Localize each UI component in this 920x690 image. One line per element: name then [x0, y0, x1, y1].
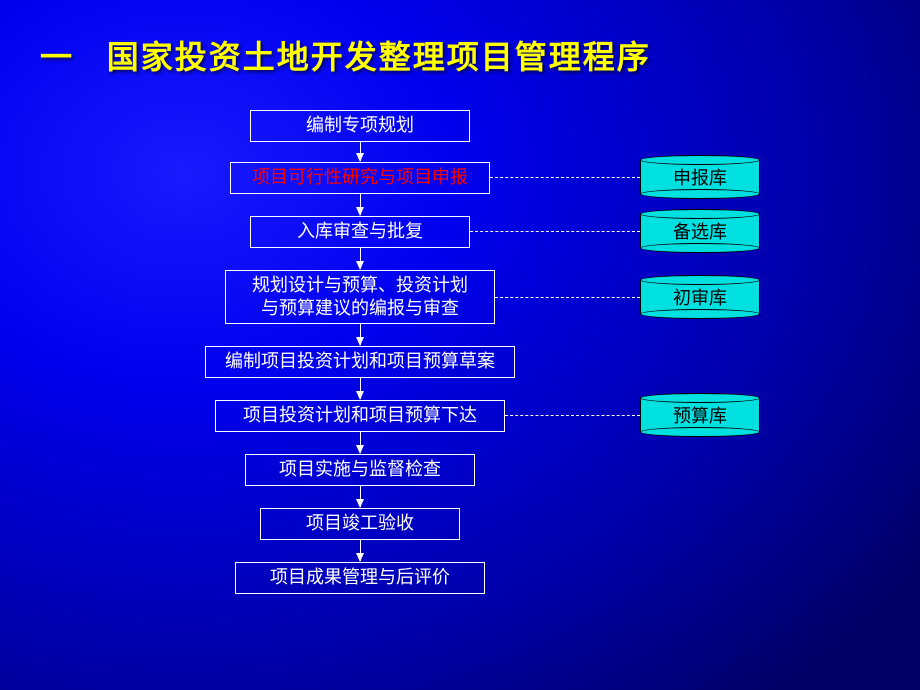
flow-box-label: 项目可行性研究与项目申报 [252, 166, 468, 189]
cylinder-top-ellipse [640, 393, 760, 403]
flow-box-b6: 项目投资计划和项目预算下达 [215, 400, 505, 432]
flow-box-b2: 项目可行性研究与项目申报 [230, 162, 490, 194]
cylinder-bottom-ellipse [640, 189, 760, 199]
slide-title: 一 国家投资土地开发整理项目管理程序 [40, 32, 651, 78]
flow-box-b7: 项目实施与监督检查 [245, 454, 475, 486]
flow-box-b5: 编制项目投资计划和项目预算草案 [205, 346, 515, 378]
cylinder-bottom-ellipse [640, 243, 760, 253]
title-text: 国家投资土地开发整理项目管理程序 [107, 39, 651, 75]
flow-box-b8: 项目竣工验收 [260, 508, 460, 540]
cylinder-bottom-ellipse [640, 309, 760, 319]
cylinder-bottom-ellipse [640, 427, 760, 437]
db-cylinder-c2: 备选库 [640, 214, 760, 248]
flow-arrow [360, 432, 361, 453]
db-cylinder-c1: 申报库 [640, 160, 760, 194]
db-cylinder-c3: 初审库 [640, 280, 760, 314]
flow-box-label: 项目实施与监督检查 [279, 458, 441, 481]
flow-box-b1: 编制专项规划 [250, 110, 470, 142]
cylinder-label: 预算库 [673, 402, 727, 428]
flow-box-label: 编制项目投资计划和项目预算草案 [225, 350, 495, 373]
flow-arrow [360, 248, 361, 269]
flow-arrow [360, 378, 361, 399]
cylinder-top-ellipse [640, 209, 760, 219]
flow-box-label: 项目投资计划和项目预算下达 [243, 404, 477, 427]
flow-box-label: 规划设计与预算、投资计划与预算建议的编报与审查 [252, 274, 468, 321]
flow-arrow [360, 486, 361, 507]
cylinder-label: 初审库 [673, 284, 727, 310]
cylinder-label: 申报库 [673, 164, 727, 190]
dashed-connector [495, 297, 640, 298]
flow-arrow [360, 540, 361, 561]
dashed-connector [505, 415, 640, 416]
flow-box-label: 编制专项规划 [306, 114, 414, 137]
flow-box-label: 项目成果管理与后评价 [270, 566, 450, 589]
flow-arrow [360, 194, 361, 215]
flow-box-label: 项目竣工验收 [306, 512, 414, 535]
cylinder-label: 备选库 [673, 218, 727, 244]
flow-box-b3: 入库审查与批复 [250, 216, 470, 248]
flow-arrow [360, 324, 361, 345]
flow-box-b4: 规划设计与预算、投资计划与预算建议的编报与审查 [225, 270, 495, 324]
flow-box-label: 入库审查与批复 [297, 220, 423, 243]
dashed-connector [490, 177, 640, 178]
title-prefix: 一 [40, 39, 74, 75]
cylinder-top-ellipse [640, 155, 760, 165]
dashed-connector [470, 231, 640, 232]
cylinder-top-ellipse [640, 275, 760, 285]
db-cylinder-c4: 预算库 [640, 398, 760, 432]
flow-arrow [360, 142, 361, 161]
flow-box-b9: 项目成果管理与后评价 [235, 562, 485, 594]
